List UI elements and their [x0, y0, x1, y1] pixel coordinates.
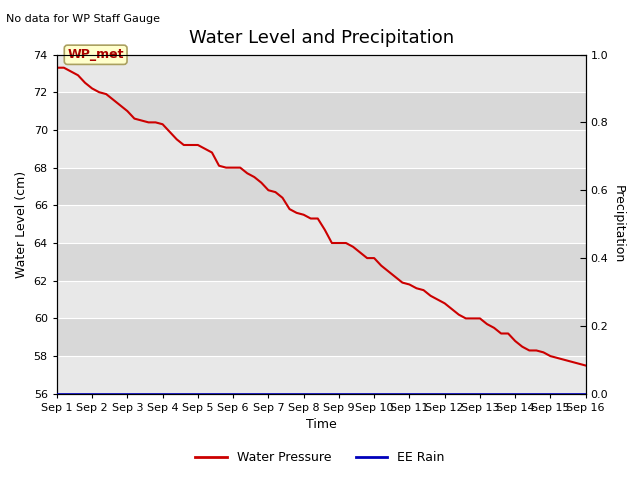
Bar: [57, 243, 586, 281]
Y-axis label: Water Level (cm): Water Level (cm): [15, 170, 28, 278]
Bar: [57, 92, 586, 130]
Bar: [57, 281, 586, 318]
Y-axis label: Precipitation: Precipitation: [612, 185, 625, 264]
Text: No data for WP Staff Gauge: No data for WP Staff Gauge: [6, 14, 161, 24]
Legend: Water Pressure, EE Rain: Water Pressure, EE Rain: [190, 446, 450, 469]
Bar: [57, 55, 586, 92]
Text: WP_met: WP_met: [67, 48, 124, 61]
Bar: [57, 318, 586, 356]
Bar: [57, 205, 586, 243]
X-axis label: Time: Time: [306, 419, 337, 432]
Title: Water Level and Precipitation: Water Level and Precipitation: [189, 29, 454, 48]
Bar: [57, 168, 586, 205]
Bar: [57, 130, 586, 168]
Bar: [57, 356, 586, 394]
